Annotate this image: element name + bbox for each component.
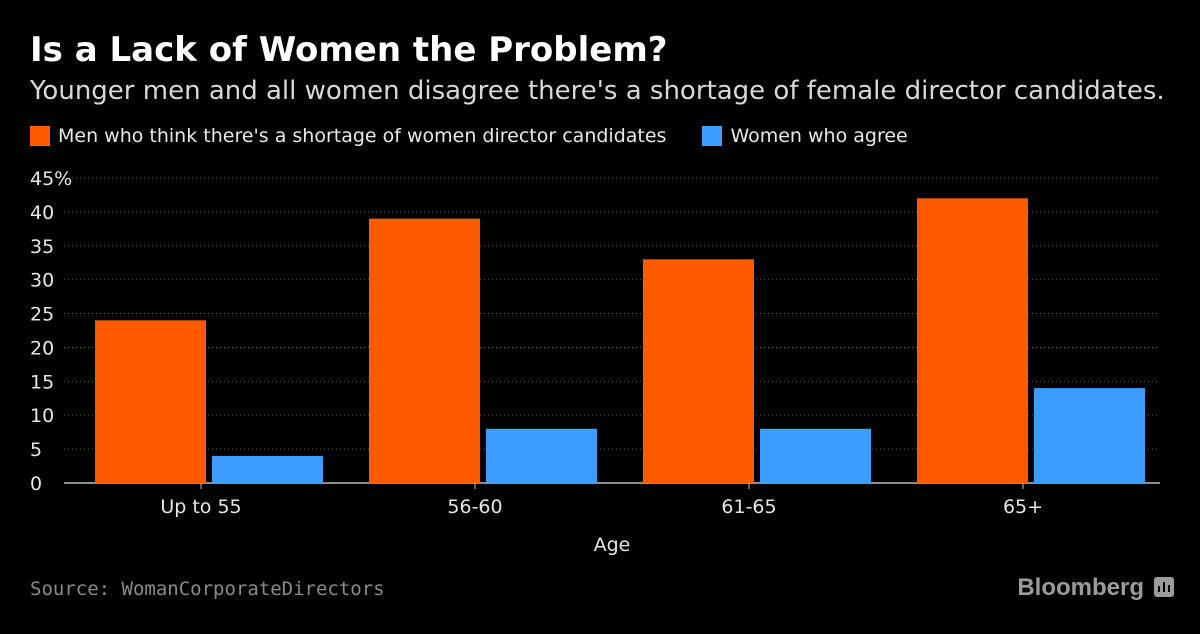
chart-title: Is a Lack of Women the Problem? — [30, 30, 668, 70]
legend-item-women: Women who agree — [702, 125, 908, 147]
bar-chart: 0 5 10 15 20 25 30 35 40 45% Up to 55 56-60 61-65 65+… — [30, 168, 1160, 556]
y-tick-label: 20 — [30, 337, 54, 359]
bloomberg-chart-icon — [1154, 577, 1174, 597]
bar-men — [643, 259, 754, 483]
legend-label-men: Men who think there's a shortage of wome… — [58, 125, 667, 147]
bloomberg-logo-text: Bloomberg — [1017, 574, 1144, 601]
y-tick-label: 25 — [30, 304, 54, 326]
legend: Men who think there's a shortage of wome… — [30, 124, 944, 148]
y-tick-label: 35 — [30, 236, 54, 258]
y-tick-label: 45% — [30, 168, 72, 190]
bar-women — [212, 455, 323, 483]
x-tick-label: 65+ — [1003, 496, 1043, 518]
x-axis-title: Age — [594, 534, 631, 556]
x-tick-label: 56-60 — [447, 496, 502, 518]
y-tick-label: 10 — [30, 405, 54, 427]
x-tick-label: 61-65 — [721, 496, 776, 518]
bar-women — [1034, 388, 1145, 483]
bar-men — [95, 320, 206, 483]
legend-swatch-women — [702, 126, 723, 146]
legend-label-women: Women who agree — [730, 125, 908, 147]
legend-swatch-men — [30, 126, 50, 146]
bar-men — [917, 198, 1028, 484]
bar-women — [760, 428, 871, 483]
bar-men — [369, 218, 480, 483]
y-tick-label: 5 — [30, 439, 42, 461]
y-tick-label: 0 — [30, 473, 42, 495]
x-tick-label: Up to 55 — [160, 496, 241, 518]
y-tick-label: 30 — [30, 270, 54, 292]
bar-women — [486, 428, 597, 483]
y-tick-label: 40 — [30, 202, 54, 224]
source-note: Source: WomanCorporateDirectors — [30, 578, 385, 600]
y-tick-label: 15 — [30, 371, 54, 393]
legend-item-men: Men who think there's a shortage of wome… — [30, 125, 666, 147]
chart-subtitle: Younger men and all women disagree there… — [30, 76, 1165, 106]
